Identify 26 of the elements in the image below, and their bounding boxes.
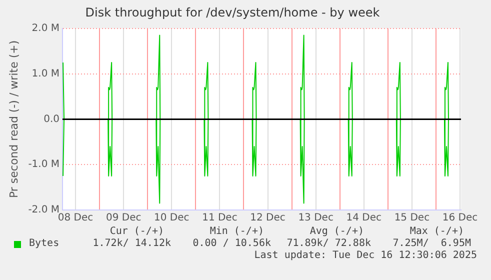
y-tick-label: -2.0 M [28, 204, 60, 216]
x-tick-label: 13 Dec [298, 212, 334, 224]
text: 1.72k/ 14.12k [92, 238, 171, 250]
text: Avg (-/+) [308, 226, 364, 238]
x-tick-label: 14 Dec [346, 212, 382, 224]
text: 7.25M/ 6.95M [392, 238, 471, 250]
text: Last update: Tue Dec 16 12:30:06 2025 [253, 250, 477, 262]
y-tick-label: 2.0 M [32, 22, 60, 34]
text: 0.00 / 10.56k [192, 238, 271, 250]
y-tick-label: -1.0 M [28, 159, 60, 170]
legend-label: Bytes [29, 238, 60, 250]
x-tick-label: 11 Dec [202, 212, 238, 224]
text: Min (-/+) [208, 226, 264, 238]
x-tick-label: 09 Dec [106, 212, 142, 224]
x-tick-label: 08 Dec [58, 212, 94, 224]
text: Max (-/+) [408, 226, 464, 238]
chart-title: Disk throughput for /dev/system/home - by week [85, 5, 380, 20]
x-tick-label: 16 Dec [442, 212, 478, 224]
y-tick-label: 0.0 [44, 114, 60, 125]
text: 71.89k/ 72.88k [286, 238, 371, 250]
y-axis-title: Pr second read (-) / write (+) [7, 40, 20, 198]
y-tick-label: 1.0 M [32, 68, 60, 80]
x-tick-label: 15 Dec [394, 212, 430, 224]
x-tick-label: 10 Dec [154, 212, 190, 224]
text: Cur (-/+) [108, 226, 164, 238]
x-tick-label: 12 Dec [250, 212, 286, 224]
